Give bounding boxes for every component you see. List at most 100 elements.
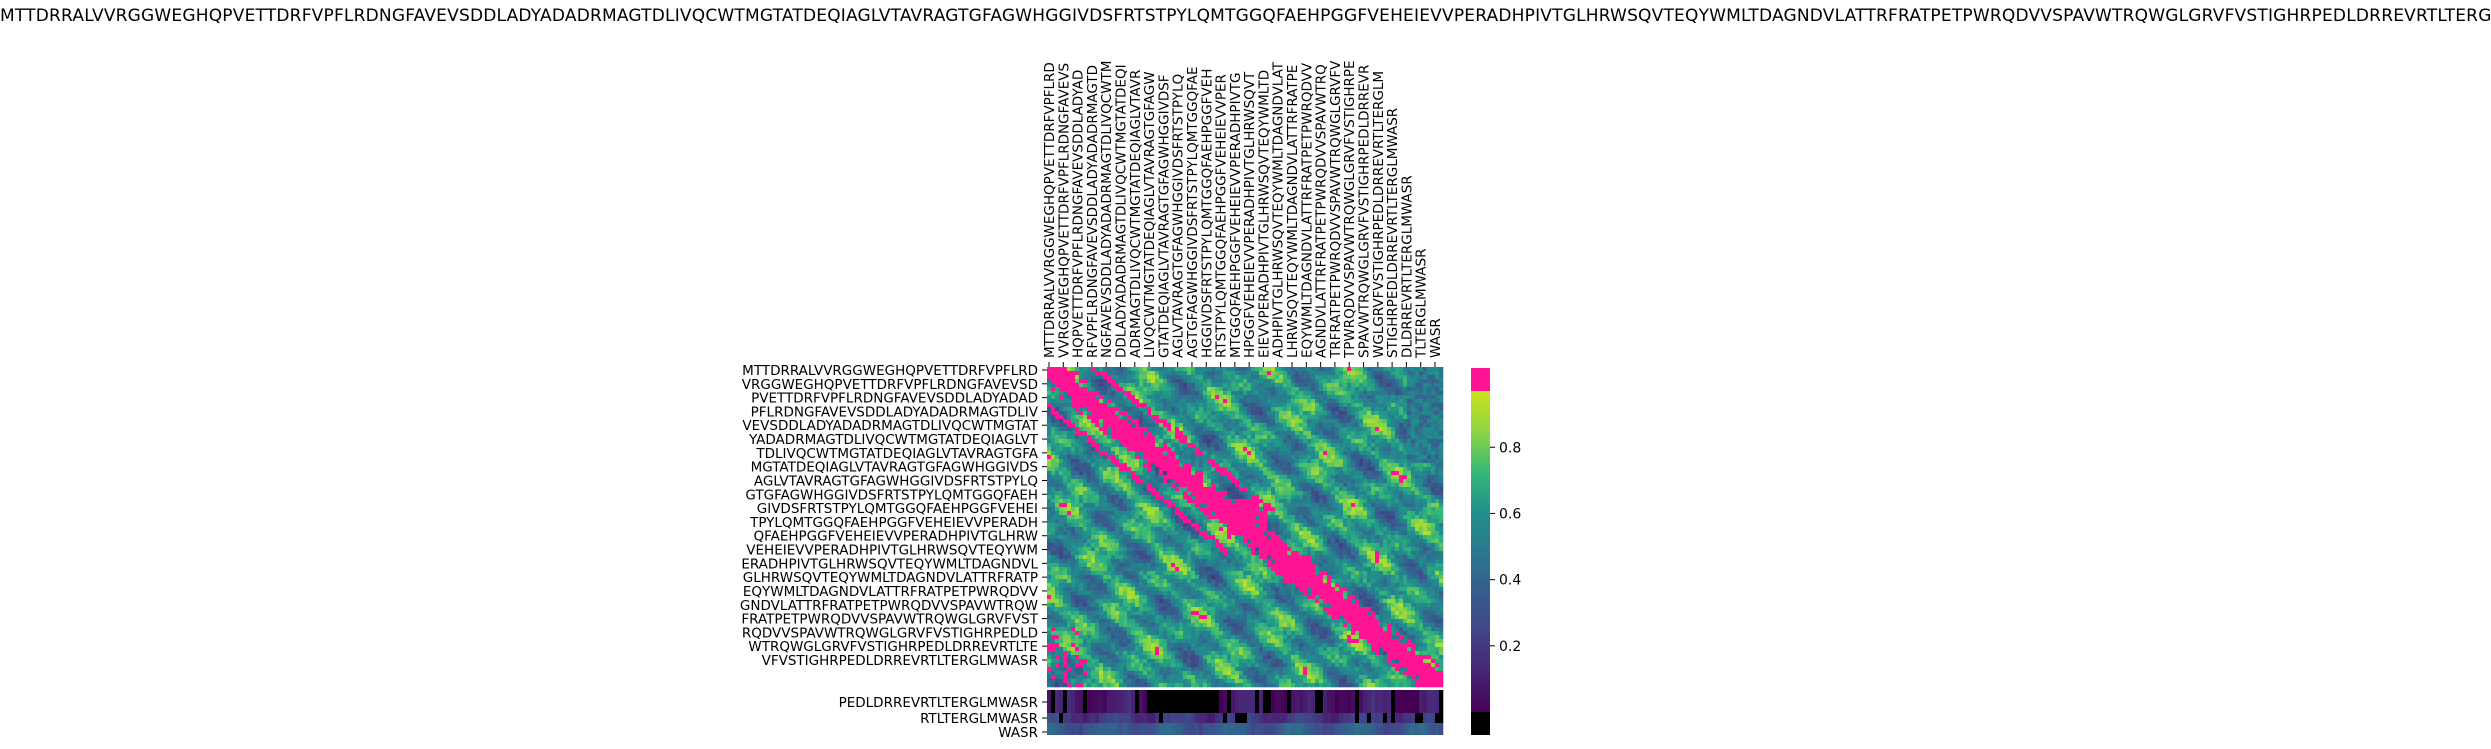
heatmap-cell <box>1103 451 1108 456</box>
heatmap-cell <box>1083 563 1088 568</box>
heatmap-cell <box>1143 391 1148 396</box>
heatmap-cell <box>1083 511 1088 516</box>
heatmap-cell <box>1107 479 1112 484</box>
heatmap-cell <box>1399 427 1404 432</box>
heatmap-cell <box>1419 467 1424 472</box>
heatmap-cell <box>1103 435 1108 440</box>
heatmap-cell <box>1071 475 1076 480</box>
heatmap-cell <box>1303 367 1308 372</box>
heatmap-cell <box>1251 555 1256 560</box>
heatmap-cell <box>1183 491 1188 496</box>
heatmap-cell <box>1227 479 1232 484</box>
heatmap-cell <box>1151 559 1156 564</box>
heatmap-cell <box>1059 523 1064 528</box>
heatmap-cell <box>1347 507 1352 512</box>
heatmap-cell <box>1051 479 1056 484</box>
heatmap-cell <box>1159 531 1164 536</box>
heatmap-cell <box>1435 371 1440 376</box>
heatmap-cell <box>1047 423 1052 428</box>
heatmap-cell <box>1287 419 1292 424</box>
heatmap-cell <box>1047 499 1052 504</box>
heatmap-cell <box>1183 527 1188 532</box>
heatmap-cell <box>1147 487 1152 492</box>
heatmap-cell <box>1255 463 1260 468</box>
heatmap-cell <box>1427 367 1432 372</box>
heatmap-cell <box>1371 563 1376 568</box>
heatmap-cell <box>1151 567 1156 572</box>
heatmap-cell <box>1259 399 1264 404</box>
heatmap-cell <box>1195 555 1200 560</box>
heatmap-cell <box>1199 371 1204 376</box>
heatmap-cell <box>1247 447 1252 452</box>
heatmap-cell <box>1343 475 1348 480</box>
heatmap-cell <box>1235 419 1240 424</box>
heatmap-cell <box>1159 563 1164 568</box>
heatmap-cell <box>1199 419 1204 424</box>
heatmap-cell <box>1179 395 1184 400</box>
heatmap-cell <box>1323 379 1328 384</box>
heatmap-cell <box>1327 499 1332 504</box>
heatmap-cell <box>1375 479 1380 484</box>
heatmap-cell <box>1079 511 1084 516</box>
heatmap-cell <box>1195 439 1200 444</box>
heatmap-cell <box>1063 439 1068 444</box>
heatmap-cell <box>1079 411 1084 416</box>
heatmap-cell <box>1175 479 1180 484</box>
heatmap-cell <box>1367 395 1372 400</box>
heatmap-cell <box>1391 379 1396 384</box>
heatmap-cell <box>1063 531 1068 536</box>
heatmap-cell <box>1431 383 1436 388</box>
heatmap-cell <box>1391 451 1396 456</box>
heatmap-cell <box>1103 379 1108 384</box>
heatmap-cell <box>1071 419 1076 424</box>
heatmap-cell <box>1379 543 1384 548</box>
heatmap-cell <box>1323 455 1328 460</box>
heatmap-cell <box>1227 495 1232 500</box>
heatmap-cell <box>1283 423 1288 428</box>
heatmap-cell <box>1239 391 1244 396</box>
heatmap-cell <box>1247 559 1252 564</box>
heatmap-cell <box>1047 371 1052 376</box>
heatmap-cell <box>1295 475 1300 480</box>
heatmap-cell <box>1067 407 1072 412</box>
heatmap-cell <box>1351 367 1356 372</box>
heatmap-cell <box>1371 507 1376 512</box>
heatmap-cell <box>1203 435 1208 440</box>
heatmap-cell <box>1107 455 1112 460</box>
heatmap-cell <box>1251 423 1256 428</box>
heatmap-cell <box>1147 443 1152 448</box>
heatmap-cell <box>1167 411 1172 416</box>
heatmap-cell <box>1095 547 1100 552</box>
heatmap-cell <box>1331 367 1336 372</box>
heatmap-cell <box>1063 391 1068 396</box>
heatmap-cell <box>1067 555 1072 560</box>
heatmap-cell <box>1355 563 1360 568</box>
heatmap-cell <box>1111 531 1116 536</box>
heatmap-cell <box>1359 455 1364 460</box>
heatmap-cell <box>1047 511 1052 516</box>
heatmap-cell <box>1267 563 1272 568</box>
heatmap-cell <box>1063 427 1068 432</box>
heatmap-cell <box>1407 519 1412 524</box>
heatmap-cell <box>1167 475 1172 480</box>
heatmap-cell <box>1251 415 1256 420</box>
heatmap-cell <box>1087 427 1092 432</box>
heatmap-cell <box>1211 423 1216 428</box>
heatmap-cell <box>1419 459 1424 464</box>
heatmap-cell <box>1379 487 1384 492</box>
heatmap-cell <box>1071 391 1076 396</box>
heatmap-cell <box>1359 459 1364 464</box>
heatmap-cell <box>1227 519 1232 524</box>
heatmap-cell <box>1235 387 1240 392</box>
heatmap-cell <box>1343 371 1348 376</box>
heatmap-cell <box>1435 431 1440 436</box>
heatmap-cell <box>1311 375 1316 380</box>
heatmap-cell <box>1091 379 1096 384</box>
heatmap-cell <box>1167 383 1172 388</box>
heatmap-cell <box>1347 455 1352 460</box>
heatmap-cell <box>1415 467 1420 472</box>
heatmap-cell <box>1291 523 1296 528</box>
heatmap-cell <box>1275 539 1280 544</box>
heatmap-cell <box>1103 463 1108 468</box>
heatmap-cell <box>1379 387 1384 392</box>
